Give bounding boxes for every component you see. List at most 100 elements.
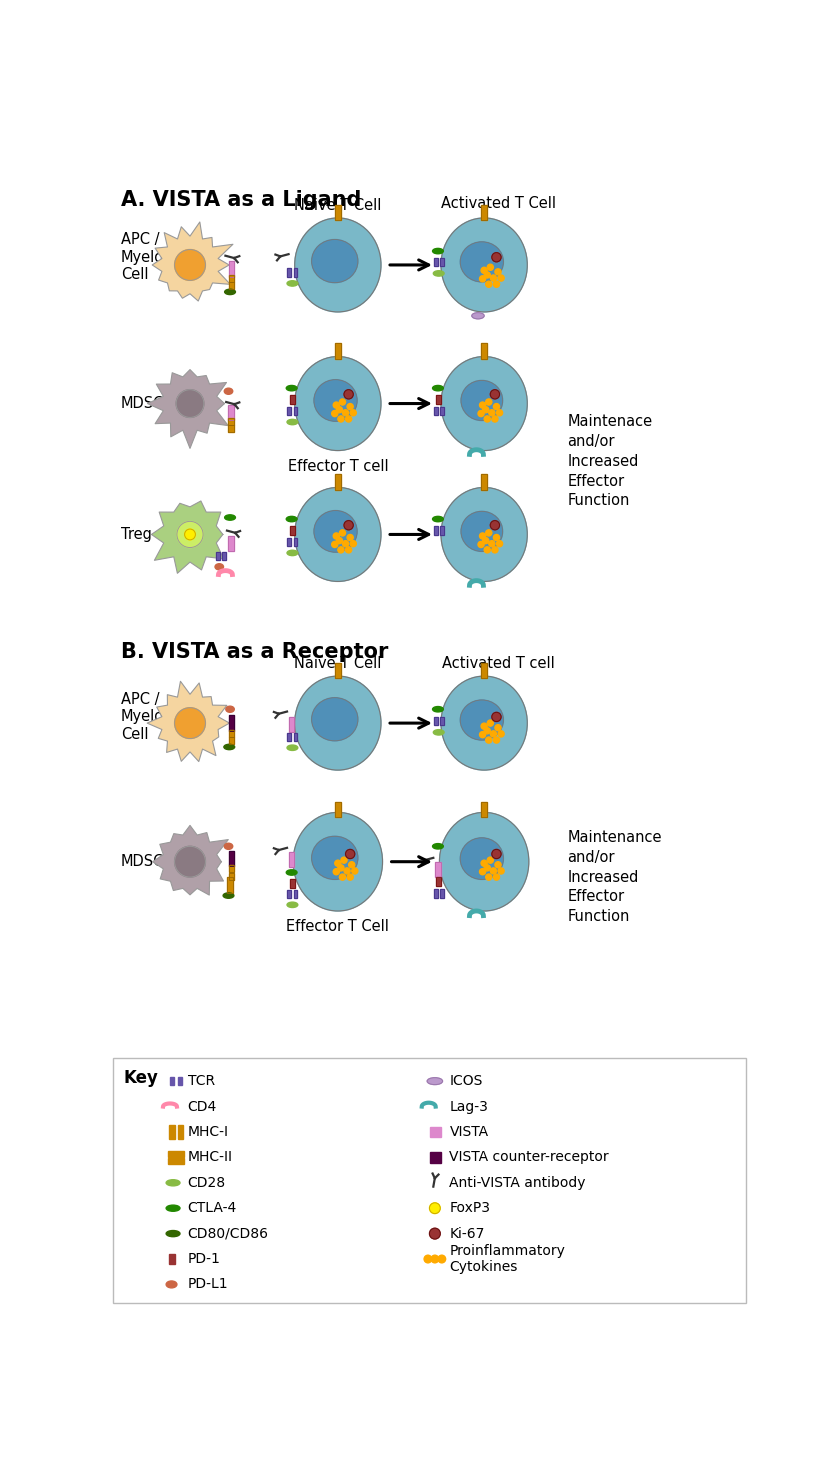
Ellipse shape <box>166 1180 180 1186</box>
Circle shape <box>490 520 499 529</box>
Bar <box>168 1158 184 1164</box>
Bar <box>228 537 234 551</box>
Bar <box>436 395 442 404</box>
Ellipse shape <box>287 550 297 556</box>
Circle shape <box>481 723 487 729</box>
Text: Treg: Treg <box>121 526 152 542</box>
Circle shape <box>479 732 486 738</box>
Bar <box>430 1152 441 1163</box>
Circle shape <box>494 875 499 881</box>
Circle shape <box>494 736 499 744</box>
Bar <box>228 537 234 551</box>
Bar <box>290 879 295 888</box>
Ellipse shape <box>312 836 358 879</box>
Ellipse shape <box>433 270 444 276</box>
Bar <box>481 801 487 817</box>
Bar <box>228 425 234 432</box>
Bar <box>229 738 235 744</box>
Ellipse shape <box>461 381 503 420</box>
Circle shape <box>481 860 487 866</box>
Circle shape <box>339 529 345 537</box>
Ellipse shape <box>461 512 503 551</box>
Ellipse shape <box>432 248 443 254</box>
Circle shape <box>349 861 354 867</box>
Circle shape <box>338 416 344 422</box>
Bar <box>228 406 234 420</box>
Circle shape <box>334 534 339 539</box>
Circle shape <box>492 253 501 262</box>
Bar <box>293 407 297 416</box>
Bar <box>290 879 295 888</box>
Ellipse shape <box>287 516 297 522</box>
Bar <box>293 269 297 276</box>
Text: VISTA counter-receptor: VISTA counter-receptor <box>449 1151 609 1164</box>
Bar <box>229 729 235 736</box>
Bar <box>229 275 235 282</box>
Circle shape <box>486 529 492 537</box>
Bar <box>434 257 437 266</box>
Circle shape <box>489 410 495 416</box>
Bar <box>434 407 437 416</box>
Bar <box>434 889 437 898</box>
Ellipse shape <box>293 813 382 911</box>
Circle shape <box>347 875 354 881</box>
Circle shape <box>184 529 195 539</box>
Bar <box>436 878 442 886</box>
Text: Key: Key <box>124 1069 158 1086</box>
Circle shape <box>174 847 205 878</box>
Bar <box>293 538 297 547</box>
Bar <box>229 275 235 282</box>
Text: APC /
Myeloid
Cell: APC / Myeloid Cell <box>121 232 177 282</box>
Bar <box>290 395 295 404</box>
Bar <box>293 269 297 276</box>
Bar <box>293 732 297 741</box>
Bar <box>287 889 292 898</box>
Ellipse shape <box>432 707 443 711</box>
Text: Effector T Cell: Effector T Cell <box>287 919 390 933</box>
Circle shape <box>343 410 349 416</box>
Bar <box>289 717 294 732</box>
Bar <box>434 889 437 898</box>
Text: Proinflammatory
Cytokines: Proinflammatory Cytokines <box>449 1244 566 1274</box>
Circle shape <box>332 541 338 547</box>
Text: Maintenance
and/or
Increased
Effector
Function: Maintenance and/or Increased Effector Fu… <box>567 831 662 925</box>
Text: B. VISTA as a Receptor: B. VISTA as a Receptor <box>121 642 388 663</box>
Bar <box>290 526 295 535</box>
Bar <box>289 851 294 867</box>
Bar <box>293 407 297 416</box>
Bar <box>287 732 292 741</box>
Bar <box>334 344 341 359</box>
Text: A. VISTA as a Ligand: A. VISTA as a Ligand <box>121 190 361 210</box>
Polygon shape <box>153 825 228 895</box>
Ellipse shape <box>312 698 358 741</box>
Bar <box>289 851 294 867</box>
Ellipse shape <box>460 243 504 282</box>
Bar <box>227 878 233 892</box>
Circle shape <box>483 407 489 413</box>
Ellipse shape <box>295 218 381 312</box>
Circle shape <box>490 731 496 736</box>
Ellipse shape <box>287 745 297 751</box>
Ellipse shape <box>433 729 444 735</box>
Bar <box>435 861 441 878</box>
Bar <box>229 282 235 290</box>
Ellipse shape <box>432 385 443 391</box>
Circle shape <box>479 534 486 539</box>
Ellipse shape <box>166 1230 180 1236</box>
Ellipse shape <box>432 516 443 522</box>
Circle shape <box>495 725 501 731</box>
Text: MHC-II: MHC-II <box>188 1151 233 1164</box>
Ellipse shape <box>441 218 527 312</box>
Text: ICOS: ICOS <box>449 1075 483 1088</box>
Bar <box>229 729 235 736</box>
Bar <box>169 1254 175 1264</box>
Circle shape <box>338 547 344 553</box>
Bar <box>440 526 443 535</box>
Bar <box>440 257 443 266</box>
Text: Activated T Cell: Activated T Cell <box>441 196 556 212</box>
Circle shape <box>338 864 344 870</box>
Bar <box>287 269 292 276</box>
Text: MHC-I: MHC-I <box>188 1125 229 1139</box>
Ellipse shape <box>225 290 235 294</box>
Text: Ki-67: Ki-67 <box>449 1226 485 1241</box>
